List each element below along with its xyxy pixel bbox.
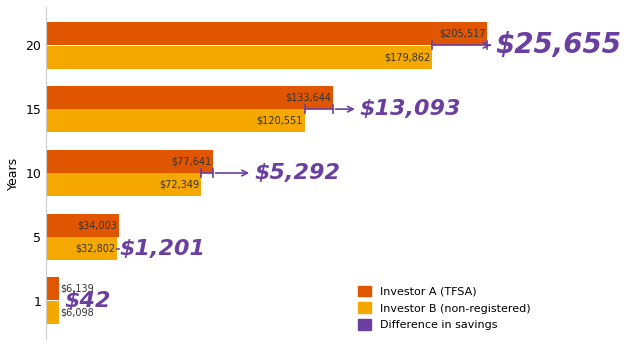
Bar [47,213,119,237]
Legend: Investor A (TFSA), Investor B (non-registered), Difference in savings: Investor A (TFSA), Investor B (non-regis… [355,282,534,334]
Bar [47,46,432,69]
Text: $205,517: $205,517 [439,28,486,38]
Text: $1,201: $1,201 [120,239,206,259]
Text: $5,292: $5,292 [254,163,340,183]
Y-axis label: Years: Years [7,156,20,190]
Text: $6,098: $6,098 [60,308,94,318]
Text: $120,551: $120,551 [257,116,303,126]
Bar [47,277,59,300]
Text: $25,655: $25,655 [496,31,621,59]
Text: $42: $42 [65,291,111,311]
Bar [47,173,201,196]
Bar [47,150,213,173]
Bar [47,301,59,324]
Bar [47,22,487,45]
Text: $72,349: $72,349 [160,180,200,190]
Text: $32,802: $32,802 [75,244,115,254]
Text: $6,139: $6,139 [60,284,94,294]
Bar [47,86,333,109]
Text: $179,862: $179,862 [384,52,430,62]
Text: $77,641: $77,641 [171,156,211,166]
Text: $133,644: $133,644 [285,92,331,102]
Bar [47,237,116,260]
Text: $13,093: $13,093 [360,99,461,119]
Text: $34,003: $34,003 [77,220,118,230]
Bar [47,109,305,133]
